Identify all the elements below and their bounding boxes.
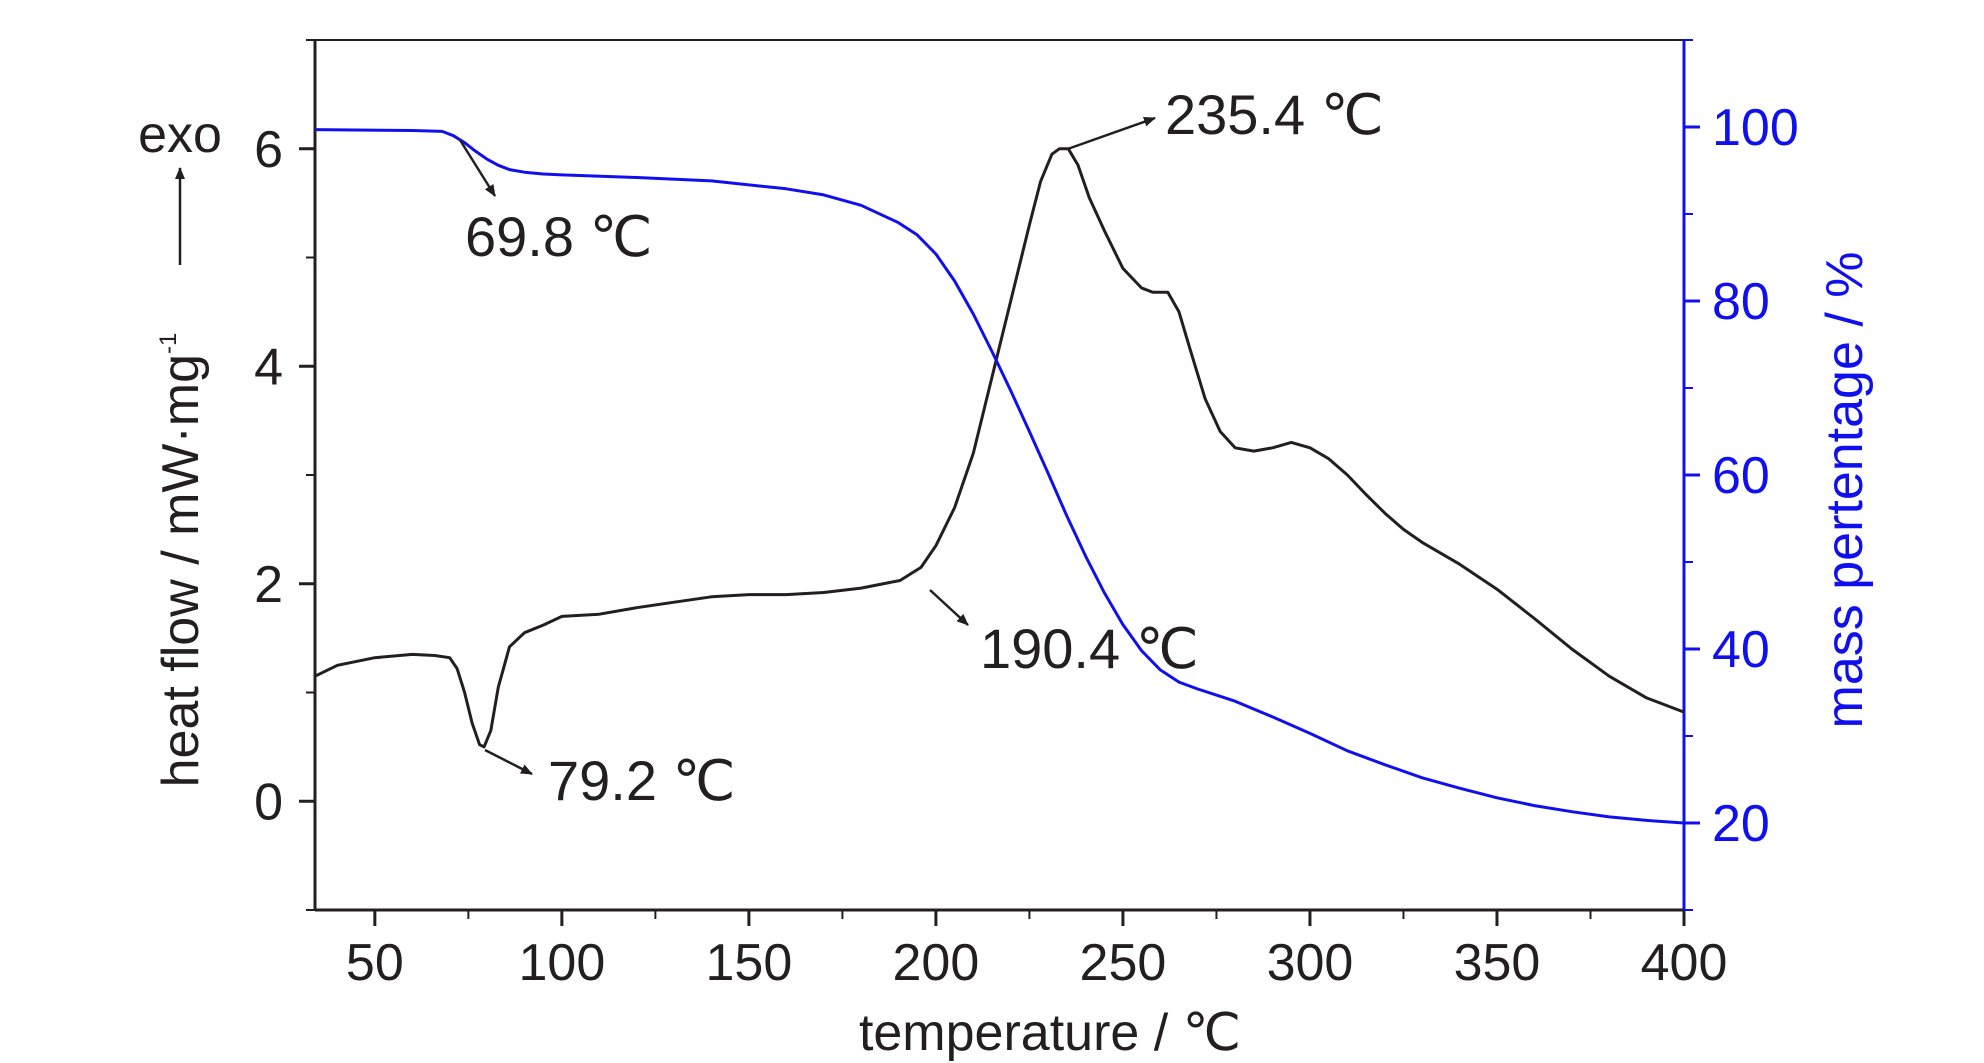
annotation-label: 190.4 ℃: [980, 617, 1199, 680]
y-left-tick-label: 0: [254, 773, 283, 831]
peak-annotation: 69.8 ℃: [458, 139, 652, 268]
x-tick-label: 350: [1454, 934, 1541, 992]
y-left-tick-label: 4: [254, 338, 283, 396]
x-tick-label: 50: [346, 934, 404, 992]
x-tick-label: 100: [518, 934, 605, 992]
x-tick-label: 300: [1267, 934, 1354, 992]
annotation-arrow: [929, 589, 969, 626]
x-tick-label: 150: [706, 934, 793, 992]
x-tick-label: 200: [893, 934, 980, 992]
annotation-label: 69.8 ℃: [465, 205, 652, 268]
mass-percentage-line: [314, 128, 1685, 825]
exo-indicator: exo: [138, 106, 222, 265]
peak-annotation: 190.4 ℃: [929, 589, 1199, 680]
y-right-tick-label: 60: [1712, 447, 1770, 505]
y-axis-left-title-superscript: -1: [155, 333, 182, 354]
heat-flow-line: [314, 147, 1685, 749]
y-axis-left-title-text: heat flow / mW·mg: [152, 354, 210, 787]
annotation-label: 235.4 ℃: [1165, 83, 1384, 146]
peak-annotation: 235.4 ℃: [1067, 83, 1384, 150]
annotation-layer: 235.4 ℃ 69.8 ℃ 190.4 ℃ 79.2 ℃: [458, 83, 1384, 812]
x-tick-label: 400: [1641, 934, 1728, 992]
y-axis-left: 0 2 4 6: [254, 39, 315, 911]
annotation-label: 79.2 ℃: [548, 749, 735, 812]
annotation-arrow: [1067, 116, 1156, 150]
x-axis: 50 100 150 200 250 300 350 400: [346, 910, 1727, 992]
y-left-tick-label: 2: [254, 556, 283, 614]
peak-annotation: 79.2 ℃: [484, 748, 735, 812]
svg-text:heat flow / mW·mg-1: heat flow / mW·mg-1: [152, 333, 210, 788]
x-tick-label: 250: [1080, 934, 1167, 992]
y-axis-left-title: heat flow / mW·mg-1: [152, 333, 210, 788]
exo-label: exo: [138, 106, 222, 164]
y-axis-right: 20 40 60 80 100: [1684, 39, 1799, 911]
series-layer: [314, 128, 1685, 825]
annotation-arrow: [484, 748, 533, 776]
y-right-tick-label: 80: [1712, 273, 1770, 331]
annotation-arrow: [458, 139, 497, 197]
x-axis-title: temperature / ℃: [859, 1004, 1241, 1062]
y-right-tick-label: 20: [1712, 795, 1770, 853]
y-right-tick-label: 40: [1712, 621, 1770, 679]
y-right-tick-label: 100: [1712, 99, 1799, 157]
y-left-tick-label: 6: [254, 121, 283, 179]
y-axis-right-title: mass pertentage / %: [1816, 252, 1874, 729]
